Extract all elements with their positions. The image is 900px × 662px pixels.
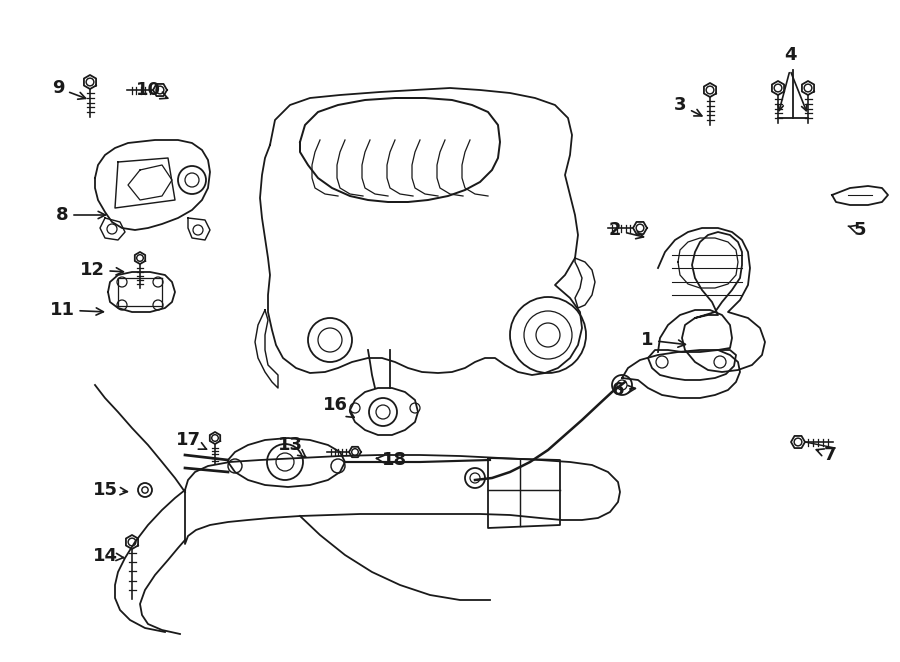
Text: 9: 9 xyxy=(52,79,86,99)
Text: 5: 5 xyxy=(849,221,866,239)
Text: 7: 7 xyxy=(816,446,836,464)
Text: 10: 10 xyxy=(136,81,167,99)
Text: 18: 18 xyxy=(376,451,408,469)
Text: 4: 4 xyxy=(784,46,796,64)
Text: 15: 15 xyxy=(93,481,128,499)
Text: 11: 11 xyxy=(50,301,104,319)
Text: 2: 2 xyxy=(608,221,644,239)
Text: 1: 1 xyxy=(641,331,686,349)
Text: 6: 6 xyxy=(612,381,635,399)
Text: 13: 13 xyxy=(277,436,306,457)
Text: 3: 3 xyxy=(674,96,702,116)
Text: 17: 17 xyxy=(176,431,206,449)
Text: 16: 16 xyxy=(322,396,354,418)
Text: 12: 12 xyxy=(79,261,123,279)
Text: 8: 8 xyxy=(56,206,105,224)
Text: 14: 14 xyxy=(93,547,123,565)
